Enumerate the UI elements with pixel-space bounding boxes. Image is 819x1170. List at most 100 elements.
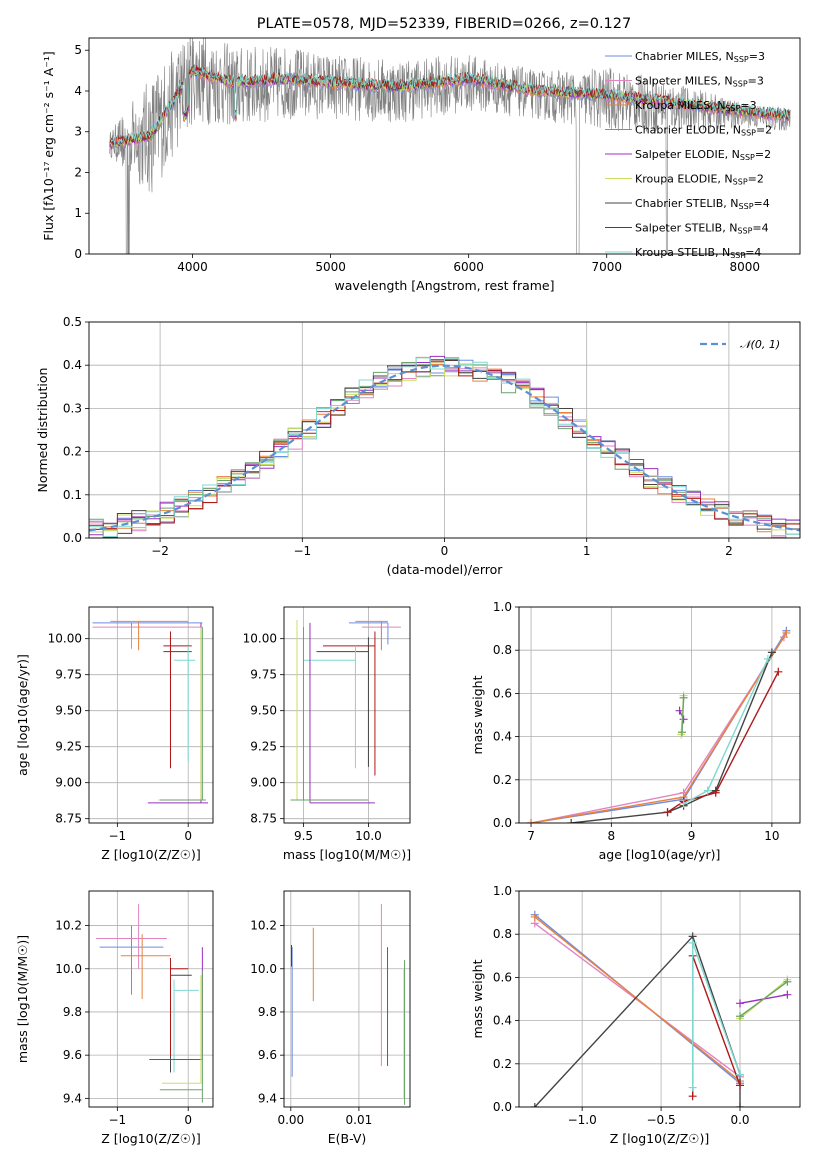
legend-label: Salpeter MILES, NSSP=3	[635, 75, 764, 89]
x-tick-label: 8000	[730, 260, 761, 274]
y-tick-label: 0.4	[493, 730, 512, 744]
y-tick-label: 10.2	[250, 919, 277, 933]
panel-massweight-vs-age: 7 8 9 10 0.0 0.2 0.4 0.6 0.8 1.0 age [log10(age/yr…	[470, 600, 801, 862]
series-marker	[736, 999, 745, 1008]
x-tick-label: 10	[764, 829, 779, 843]
y-tick-label: 8.75	[55, 812, 82, 826]
y-tick-label: 9.00	[55, 776, 82, 790]
y-tick-label: 0.5	[63, 315, 82, 329]
legend-label: 𝒩(0, 1)	[740, 338, 780, 351]
panel-massweight-vs-Z: −1.0 −0.5 0.0 0.0 0.2 0.4 0.6 0.8 1.0 Z [log10(Z/…	[470, 884, 801, 1146]
plot-area	[109, 38, 791, 254]
panel-mass-vs-Z: −1 0 9.4 9.6 9.8 10.0 10.2 Z [log10(Z/Z☉)] mass …	[15, 890, 214, 1146]
series-marker	[688, 1092, 697, 1101]
x-tick-label: 9	[688, 829, 696, 843]
series-line-salpeter-miles	[530, 636, 785, 823]
plot-area	[290, 619, 401, 804]
plot-area	[96, 903, 203, 1103]
y-tick-label: 0.2	[493, 773, 512, 787]
y-tick-label: 9.50	[55, 704, 82, 718]
y-tick-label: 0.4	[63, 358, 82, 372]
series-line-chabrier-miles	[530, 630, 787, 823]
series-line-salpeter-miles	[534, 922, 741, 1078]
x-tick-label: 7000	[591, 260, 622, 274]
x-tick-label: 8	[608, 829, 616, 843]
x-tick-label: 4000	[177, 260, 208, 274]
series-marker	[736, 1081, 745, 1090]
model-spectrum-salpeter-elodie	[109, 64, 791, 150]
x-axis-label: Z [log10(Z/Z☉)]	[610, 1131, 710, 1146]
legend-label: Chabrier STELIB, NSSP=4	[635, 197, 770, 211]
y-tick-label: 9.25	[55, 740, 82, 754]
x-tick-label: 0	[184, 1113, 192, 1127]
y-tick-label: 10.0	[250, 962, 277, 976]
y-tick-label: 10.0	[55, 962, 82, 976]
series-marker	[763, 654, 772, 663]
panel-age-vs-mass: 9.5 10.0 8.75 9.00 9.25 9.50 9.75 10.00 mass [lo…	[243, 606, 411, 862]
series-marker	[736, 1103, 745, 1107]
y-tick-label: 0.2	[493, 1057, 512, 1071]
x-axis-label: wavelength [Angstrom, rest frame]	[334, 278, 554, 293]
y-tick-label: 0.0	[493, 1100, 512, 1114]
y-tick-label: 5	[74, 43, 82, 57]
series-marker	[736, 1012, 745, 1021]
y-tick-label: 9.25	[250, 740, 277, 754]
plot-area	[290, 903, 406, 1105]
y-tick-label: 0.8	[493, 643, 512, 657]
series-line-kroupa-miles	[530, 632, 787, 823]
y-tick-label: 9.50	[250, 704, 277, 718]
axes-frame	[518, 606, 801, 824]
x-tick-label: −1	[108, 829, 126, 843]
panel-residuals: −2 −1 0 1 2 0.0 0.1 0.2 0.3 0.4 0.5 (data-model)/er…	[35, 315, 801, 577]
x-tick-label: 0.01	[346, 1113, 373, 1127]
y-tick-label: 0.2	[63, 445, 82, 459]
x-axis-label: Z [log10(Z/Z☉)]	[101, 847, 201, 862]
y-tick-label: 10.00	[48, 632, 82, 646]
x-tick-label: 0.00	[277, 1113, 304, 1127]
x-tick-label: 6000	[453, 260, 484, 274]
y-tick-label: 0.6	[493, 686, 512, 700]
series-marker	[703, 786, 712, 795]
plot-area	[527, 626, 791, 823]
panel-spectrum: 4000 5000 6000 7000 8000 0 1 2 3 4 5 wavelength [An…	[41, 37, 801, 293]
x-axis-label: mass [log10(M/M☉)]	[283, 847, 411, 862]
series-marker	[530, 1103, 539, 1107]
y-tick-label: 0.1	[63, 488, 82, 502]
series-line-chabrier-stelib	[571, 652, 773, 823]
x-axis-label: (data-model)/error	[387, 562, 504, 577]
y-tick-label: 9.75	[55, 668, 82, 682]
y-axis-label: Flux [fλ10⁻¹⁷ erg cm⁻² s⁻¹ A⁻¹]	[41, 51, 56, 240]
series-line-chabrier-stelib	[534, 935, 741, 1107]
series-marker	[677, 728, 686, 737]
axes-frame	[283, 606, 411, 824]
x-tick-label: 9.5	[294, 829, 313, 843]
axes-frame	[283, 890, 411, 1108]
series-marker	[688, 938, 697, 947]
x-tick-label: −1.0	[568, 1113, 597, 1127]
x-tick-label: −1	[108, 1113, 126, 1127]
legend-label: Kroupa ELODIE, NSSP=2	[635, 173, 764, 187]
series-marker	[677, 730, 686, 739]
plot-area	[89, 355, 800, 538]
y-tick-label: 3	[74, 125, 82, 139]
y-axis-label: Normed distribution	[35, 368, 50, 493]
x-tick-label: −2	[151, 544, 169, 558]
series-marker	[527, 819, 536, 823]
series-marker	[679, 693, 688, 702]
y-tick-label: 10.00	[243, 632, 277, 646]
y-tick-label: 9.8	[258, 1005, 277, 1019]
y-tick-label: 10.2	[55, 919, 82, 933]
x-axis-label: Z [log10(Z/Z☉)]	[101, 1131, 201, 1146]
x-tick-label: 2	[725, 544, 733, 558]
y-tick-label: 1.0	[493, 884, 512, 898]
y-axis-label: mass weight	[470, 959, 485, 1038]
spectrum-legend: Chabrier MILES, NSSP=3 Salpeter MILES, NS…	[605, 50, 772, 260]
y-tick-label: 0.6	[493, 970, 512, 984]
series-line-chabrier-elodie	[681, 697, 685, 733]
x-tick-label: 7	[527, 829, 535, 843]
axes-frame	[518, 890, 801, 1108]
series-marker	[567, 819, 576, 823]
y-tick-label: 0.4	[493, 1014, 512, 1028]
